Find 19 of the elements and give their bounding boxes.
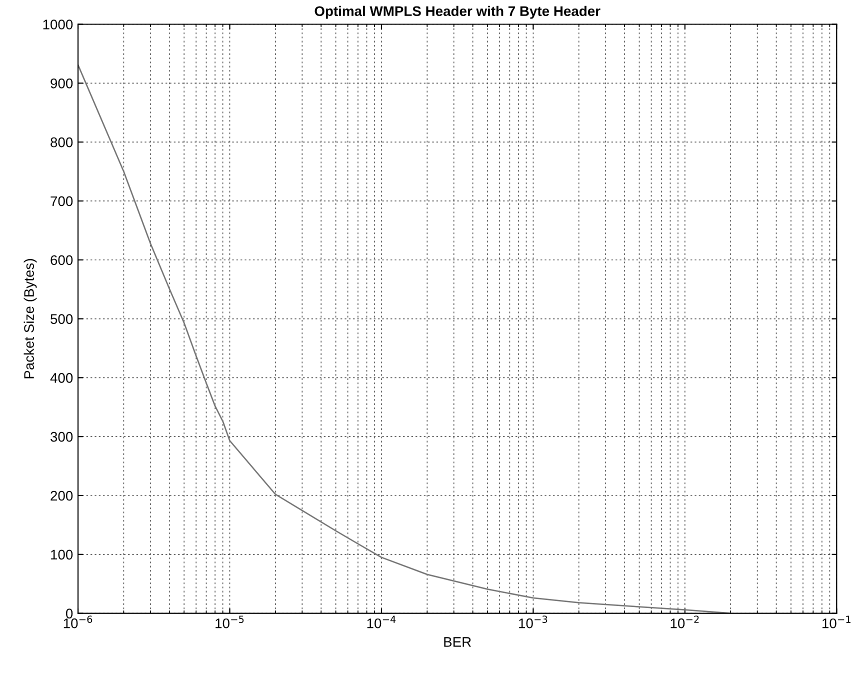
y-tick-label: 400: [50, 373, 73, 383]
y-tick-label: 500: [50, 314, 73, 324]
chart-title: Optimal WMPLS Header with 7 Byte Header: [314, 6, 600, 19]
y-tick-label: 700: [50, 196, 73, 206]
y-tick-label: 900: [50, 78, 73, 88]
x-axis-title: BER: [444, 637, 471, 647]
x-tick-label: 10$^{−3}$: [519, 616, 548, 628]
y-tick-label: 1000: [43, 20, 73, 30]
y-tick-label: 100: [51, 550, 73, 560]
x-tick-label: 10$^{−4}$: [367, 616, 396, 628]
x-tick-label: 10$^{−1}$: [822, 616, 850, 628]
y-tick-label: 200: [50, 490, 73, 501]
y-axis-title: Packet Size (Bytes): [24, 259, 37, 378]
x-tick-label: 10$^{−2}$: [670, 616, 699, 628]
y-tick-label: 300: [50, 432, 73, 442]
y-tick-label: 600: [50, 255, 73, 266]
y-tick-label: 800: [50, 137, 73, 148]
y-tick-label: 0: [66, 608, 73, 618]
x-tick-label: 10$^{−5}$: [216, 616, 244, 628]
